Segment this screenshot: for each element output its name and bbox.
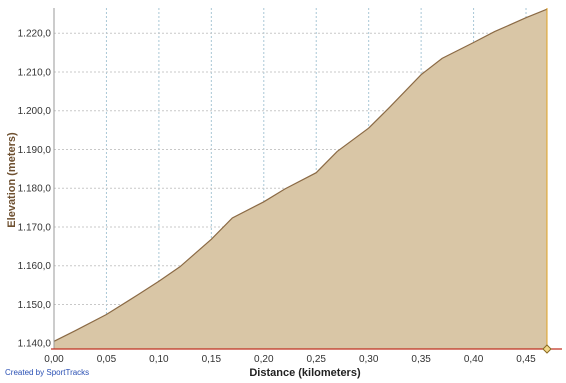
- y-axis-title: Elevation (meters): [6, 132, 18, 228]
- elevation-area: [54, 9, 547, 349]
- x-tick-label: 0,45: [516, 354, 536, 365]
- x-tick-label: 0,40: [464, 354, 484, 365]
- y-tick-label: 1.220,0: [18, 29, 52, 40]
- distance-marker[interactable]: [542, 8, 552, 354]
- sporttracks-credit-link[interactable]: Created by SportTracks: [5, 368, 90, 377]
- y-tick-label: 1.170,0: [18, 222, 52, 233]
- x-tick-label: 0,00: [44, 354, 64, 365]
- x-tick-label: 0,20: [254, 354, 274, 365]
- y-tick-label: 1.150,0: [18, 300, 52, 311]
- y-tick-label: 1.200,0: [18, 106, 52, 117]
- y-axis-ticks: 1.140,0 1.150,0 1.160,0 1.170,0 1.180,0 1.190…: [18, 29, 52, 350]
- y-tick-label: 1.180,0: [18, 184, 52, 195]
- x-tick-label: 0,05: [97, 354, 117, 365]
- elevation-line: [53, 8, 548, 342]
- x-axis-title: Distance (kilometers): [249, 367, 361, 379]
- y-tick-label: 1.140,0: [18, 339, 52, 350]
- y-tick-label: 1.210,0: [18, 67, 52, 78]
- marker-handle-icon[interactable]: [542, 344, 552, 354]
- x-tick-label: 0,25: [306, 354, 326, 365]
- axes: [51, 8, 562, 350]
- y-tick-label: 1.160,0: [18, 261, 52, 272]
- x-axis-ticks: 0,00 0,05 0,10 0,15 0,20 0,25 0,30 0,35 0,40 0,45: [44, 354, 536, 365]
- y-tick-label: 1.190,0: [18, 145, 52, 156]
- x-tick-label: 0,15: [202, 354, 222, 365]
- x-tick-label: 0,10: [149, 354, 169, 365]
- x-tick-label: 0,35: [411, 354, 431, 365]
- x-tick-label: 0,30: [359, 354, 379, 365]
